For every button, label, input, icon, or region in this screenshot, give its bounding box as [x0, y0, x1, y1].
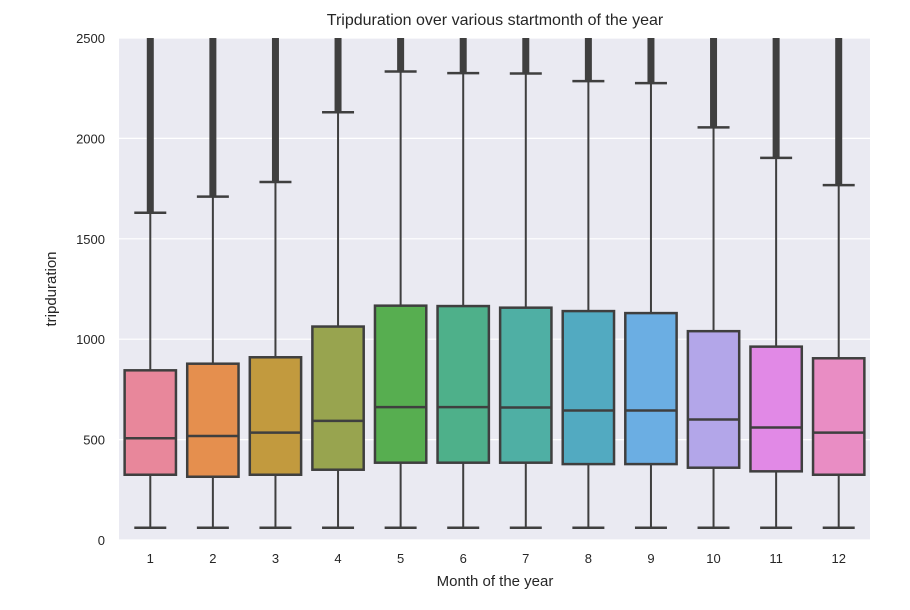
x-tick-label: 10 — [706, 551, 720, 566]
box-iqr — [561, 309, 616, 466]
y-tick-labels: 0 500 1000 1500 2000 2500 — [76, 31, 105, 548]
outlier-band — [334, 38, 342, 113]
outlier-band — [146, 38, 154, 213]
box-iqr — [248, 356, 303, 476]
x-tick-label: 2 — [209, 551, 216, 566]
x-tick-label: 1 — [147, 551, 154, 566]
outlier-band — [271, 38, 279, 182]
box-month-7 — [498, 38, 553, 530]
box-month-2 — [185, 38, 240, 530]
box-month-5 — [373, 38, 428, 530]
y-tick-label: 2000 — [76, 131, 105, 146]
outlier-band — [522, 38, 530, 74]
y-axis-label: tripduration — [43, 251, 60, 326]
box-month-10 — [686, 38, 741, 530]
outlier-band — [584, 38, 592, 82]
box-month-3 — [248, 38, 303, 530]
outlier-band — [209, 38, 217, 197]
box-iqr — [311, 325, 365, 471]
y-tick-label: 1500 — [76, 232, 105, 247]
y-tick-label: 1000 — [76, 332, 105, 347]
box-iqr — [185, 362, 240, 478]
box-month-6 — [436, 38, 491, 530]
box-iqr — [811, 357, 866, 476]
outlier-band — [710, 38, 718, 128]
x-tick-label: 7 — [522, 551, 529, 566]
box-month-4 — [311, 38, 365, 530]
box-month-9 — [624, 38, 678, 530]
x-tick-label: 8 — [585, 551, 592, 566]
box-iqr — [686, 329, 741, 469]
outlier-band — [772, 38, 780, 158]
box-iqr — [373, 304, 428, 464]
box-iqr — [749, 345, 804, 473]
y-tick-label: 2500 — [76, 31, 105, 46]
chart-title: Tripduration over various startmonth of … — [327, 12, 664, 29]
box-month-12 — [811, 38, 866, 530]
gridlines — [119, 37, 870, 541]
box-iqr — [498, 306, 553, 464]
outlier-band — [397, 38, 405, 72]
y-tick-label: 0 — [98, 533, 105, 548]
x-tick-label: 9 — [647, 551, 654, 566]
x-tick-label: 3 — [272, 551, 279, 566]
x-tick-label: 6 — [460, 551, 467, 566]
outlier-band — [835, 38, 843, 186]
box-series — [123, 38, 866, 530]
box-iqr — [624, 311, 678, 466]
x-tick-label: 11 — [769, 551, 783, 566]
box-month-1 — [123, 38, 178, 530]
plot-background — [119, 38, 870, 540]
x-tick-label: 12 — [831, 551, 845, 566]
x-axis-label: Month of the year — [437, 573, 554, 590]
x-tick-label: 4 — [334, 551, 341, 566]
x-tick-labels: 1 2 3 4 5 6 7 8 9 10 11 12 — [147, 551, 846, 566]
x-tick-label: 5 — [397, 551, 404, 566]
box-month-8 — [561, 38, 616, 530]
box-iqr — [123, 369, 178, 476]
y-tick-label: 500 — [83, 433, 105, 448]
outlier-band — [647, 38, 655, 84]
box-iqr — [436, 304, 491, 464]
box-month-11 — [749, 38, 804, 530]
outlier-band — [459, 38, 467, 74]
